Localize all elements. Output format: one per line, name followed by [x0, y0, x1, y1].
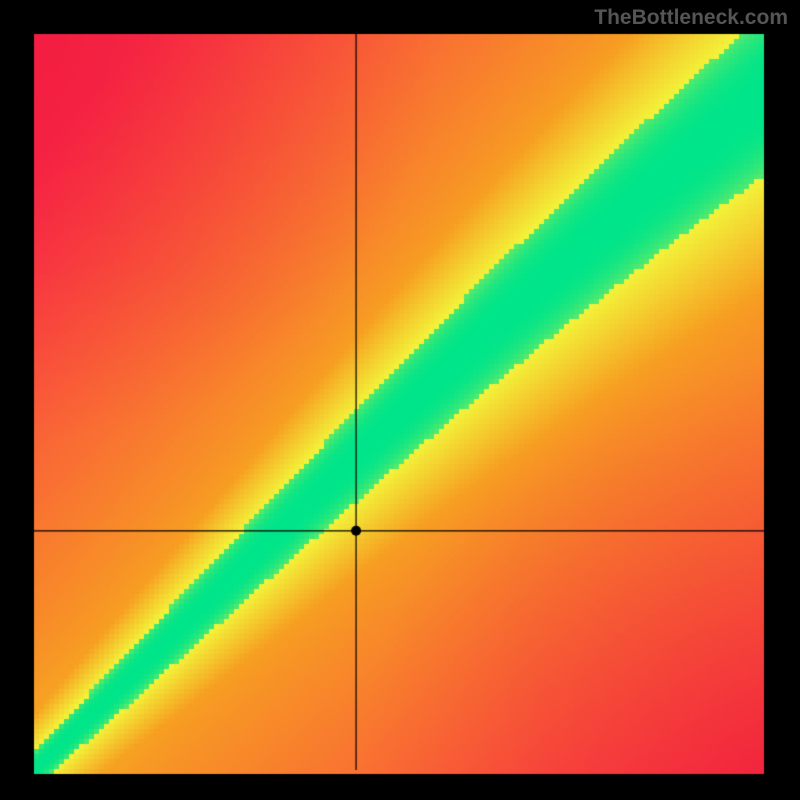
bottleneck-heatmap — [0, 0, 800, 800]
chart-container: TheBottleneck.com — [0, 0, 800, 800]
watermark-text: TheBottleneck.com — [594, 6, 788, 30]
